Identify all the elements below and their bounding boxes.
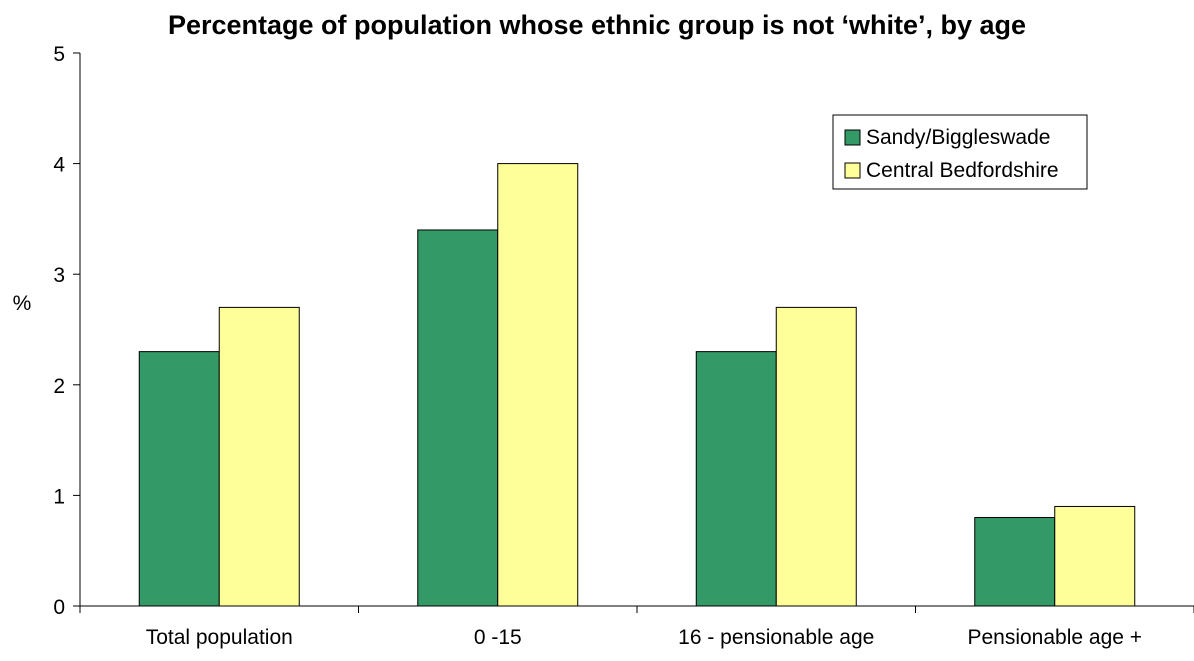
legend-swatch <box>844 162 861 179</box>
x-tick-label: 16 - pensionable age <box>678 626 874 649</box>
legend-box <box>832 114 1088 190</box>
legend-label: Sandy/Biggleswade <box>866 126 1050 149</box>
y-tick-label: 3 <box>53 264 65 287</box>
bar-central-bedfordshire-3 <box>1054 505 1136 607</box>
y-tick-label: 1 <box>53 485 65 508</box>
x-tick-label: Pensionable age + <box>967 626 1142 649</box>
axes-group: 0 1 2 3 4 5 Total population 0 -15 16 - pensiona… <box>53 43 1194 649</box>
bar-sandy-biggleswade-3 <box>974 517 1056 607</box>
chart-title: Percentage of population whose ethnic gr… <box>167 10 1027 40</box>
legend-swatch <box>844 129 861 146</box>
bar-central-bedfordshire-2 <box>775 306 857 607</box>
bar-sandy-biggleswade-1 <box>417 229 499 607</box>
x-tick-label: 0 -15 <box>474 626 522 649</box>
bar-sandy-biggleswade-0 <box>138 351 220 607</box>
bars-group <box>138 163 1136 607</box>
y-axis-label: % <box>13 292 32 315</box>
bar-sandy-biggleswade-2 <box>695 351 777 607</box>
legend-label: Central Bedfordshire <box>866 159 1059 182</box>
bar-central-bedfordshire-0 <box>218 306 300 607</box>
y-tick-label: 2 <box>53 375 65 398</box>
bar-central-bedfordshire-1 <box>497 163 579 607</box>
y-tick-label: 0 <box>53 596 65 619</box>
y-tick-label: 5 <box>53 43 65 66</box>
y-tick-label: 4 <box>53 154 65 177</box>
legend: Sandy/Biggleswade Central Bedfordshire <box>832 114 1088 190</box>
x-tick-label: Total population <box>146 626 293 649</box>
